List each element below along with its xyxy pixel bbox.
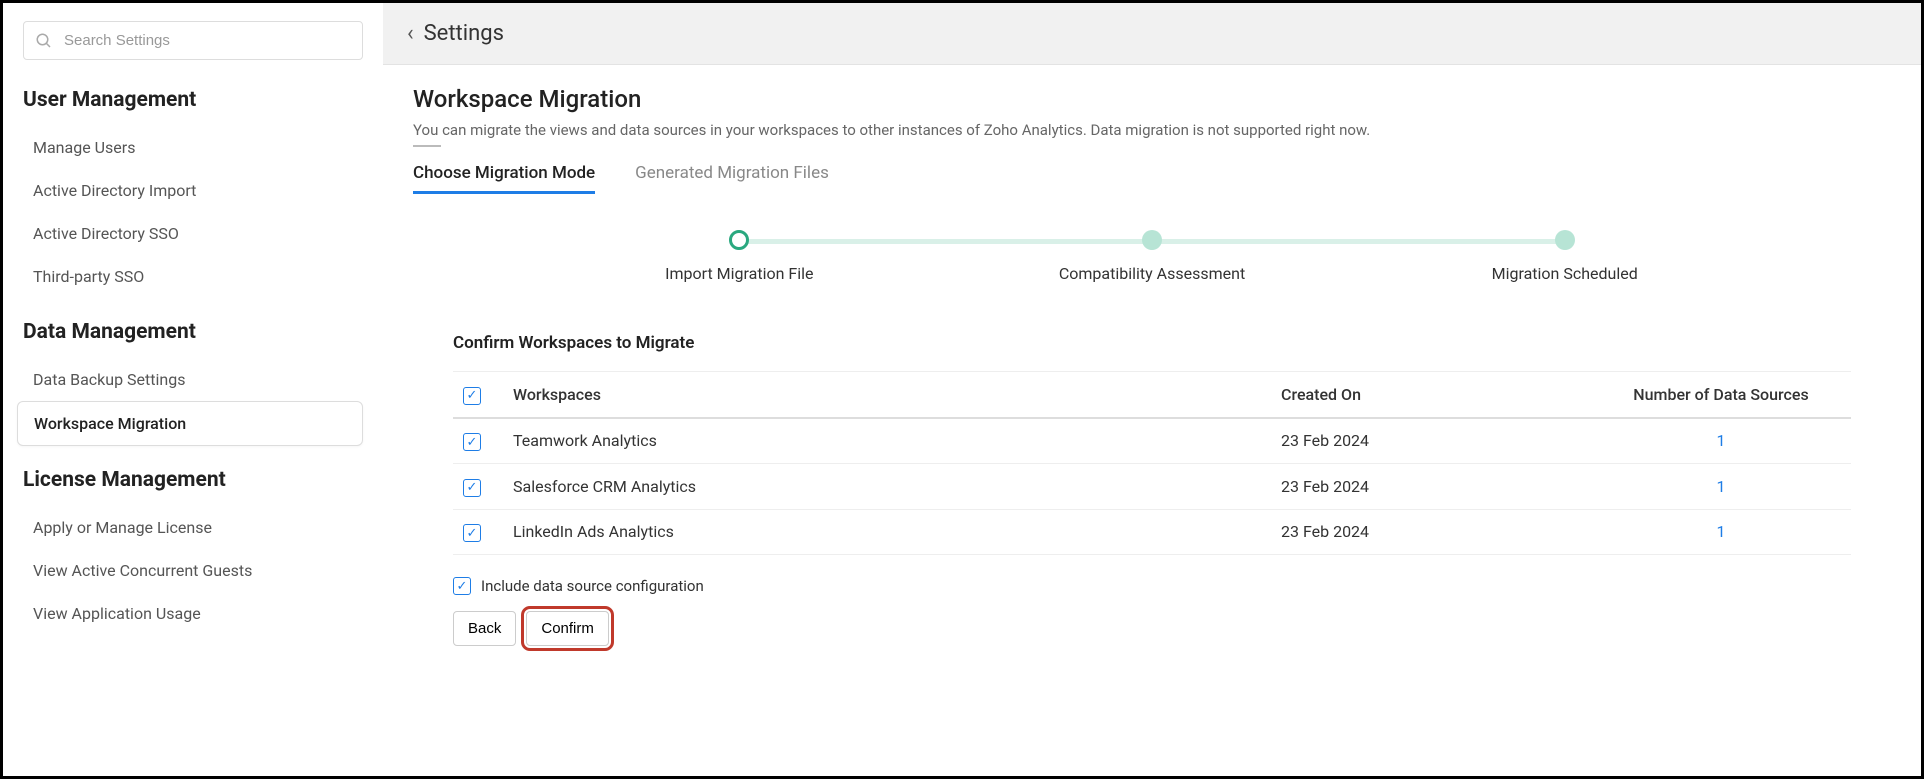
table-row: ✓ LinkedIn Ads Analytics23 Feb 2024 1 xyxy=(453,509,1851,555)
step-dot-icon xyxy=(729,230,749,250)
topbar: ‹ Settings xyxy=(383,3,1921,65)
step-label: Migration Scheduled xyxy=(1492,264,1638,283)
stepper: Import Migration File Compatibility Asses… xyxy=(533,230,1771,283)
sidebar-section-title: Data Management xyxy=(23,320,363,344)
row-checkbox[interactable]: ✓ xyxy=(463,524,481,542)
col-created: Created On xyxy=(1271,372,1591,418)
workspace-table: ✓ Workspaces Created On Number of Data S… xyxy=(453,371,1851,555)
row-checkbox[interactable]: ✓ xyxy=(463,433,481,451)
topbar-title: Settings xyxy=(424,21,504,46)
main: ‹ Settings Workspace Migration You can m… xyxy=(383,3,1921,776)
search-input[interactable] xyxy=(23,21,363,60)
col-sources: Number of Data Sources xyxy=(1591,372,1851,418)
step-dot-icon xyxy=(1142,230,1162,250)
sidebar-item[interactable]: Third-party SSO xyxy=(23,255,363,298)
step-connector xyxy=(1152,239,1565,244)
sidebar-item[interactable]: View Application Usage xyxy=(23,592,363,635)
step-label: Import Migration File xyxy=(665,264,813,283)
search-wrap xyxy=(23,21,363,60)
include-config-checkbox[interactable]: ✓ xyxy=(453,577,471,595)
back-chevron-icon[interactable]: ‹ xyxy=(407,21,414,46)
step: Migration Scheduled xyxy=(1358,230,1771,283)
confirm-button[interactable]: Confirm xyxy=(526,611,609,646)
tab[interactable]: Generated Migration Files xyxy=(635,163,829,194)
col-workspaces: Workspaces xyxy=(503,372,1271,418)
sidebar-item[interactable]: Active Directory Import xyxy=(23,169,363,212)
divider xyxy=(413,145,441,147)
table-row: ✓ Salesforce CRM Analytics23 Feb 2024 1 xyxy=(453,464,1851,510)
sidebar-item[interactable]: Active Directory SSO xyxy=(23,212,363,255)
tab[interactable]: Choose Migration Mode xyxy=(413,163,595,194)
step-label: Compatibility Assessment xyxy=(1059,264,1245,283)
tabs: Choose Migration Mode Generated Migration… xyxy=(413,163,1891,194)
select-all-checkbox[interactable]: ✓ xyxy=(463,387,481,405)
content: Workspace Migration You can migrate the … xyxy=(383,65,1921,776)
sidebar-item[interactable]: Data Backup Settings xyxy=(23,358,363,401)
panel-title: Confirm Workspaces to Migrate xyxy=(453,333,1851,353)
button-row: Back Confirm xyxy=(453,611,1851,646)
cell-created: 23 Feb 2024 xyxy=(1271,509,1591,555)
sidebar-item[interactable]: View Active Concurrent Guests xyxy=(23,549,363,592)
sidebar: User ManagementManage UsersActive Direct… xyxy=(3,3,383,776)
row-checkbox[interactable]: ✓ xyxy=(463,479,481,497)
step-dot-icon xyxy=(1555,230,1575,250)
panel: Confirm Workspaces to Migrate ✓ Workspac… xyxy=(413,333,1891,646)
sidebar-section-title: User Management xyxy=(23,88,363,112)
cell-created: 23 Feb 2024 xyxy=(1271,464,1591,510)
sidebar-item[interactable]: Workspace Migration xyxy=(17,401,363,446)
page-description: You can migrate the views and data sourc… xyxy=(413,121,1891,139)
table-header-row: ✓ Workspaces Created On Number of Data S… xyxy=(453,372,1851,418)
cell-workspace: LinkedIn Ads Analytics xyxy=(503,509,1271,555)
sidebar-item[interactable]: Apply or Manage License xyxy=(23,506,363,549)
page-title: Workspace Migration xyxy=(413,85,1891,113)
cell-workspace: Salesforce CRM Analytics xyxy=(503,464,1271,510)
search-icon xyxy=(35,32,53,50)
cell-workspace: Teamwork Analytics xyxy=(503,418,1271,464)
cell-created: 23 Feb 2024 xyxy=(1271,418,1591,464)
cell-sources-link[interactable]: 1 xyxy=(1717,522,1726,541)
step: Compatibility Assessment xyxy=(946,230,1359,283)
step-connector xyxy=(739,239,1152,244)
cell-sources-link[interactable]: 1 xyxy=(1717,431,1726,450)
include-config-label: Include data source configuration xyxy=(481,577,704,595)
step: Import Migration File xyxy=(533,230,946,283)
include-row: ✓ Include data source configuration xyxy=(453,577,1851,595)
cell-sources-link[interactable]: 1 xyxy=(1717,477,1726,496)
table-row: ✓ Teamwork Analytics23 Feb 2024 1 xyxy=(453,418,1851,464)
back-button[interactable]: Back xyxy=(453,611,516,646)
sidebar-section-title: License Management xyxy=(23,468,363,492)
sidebar-item[interactable]: Manage Users xyxy=(23,126,363,169)
